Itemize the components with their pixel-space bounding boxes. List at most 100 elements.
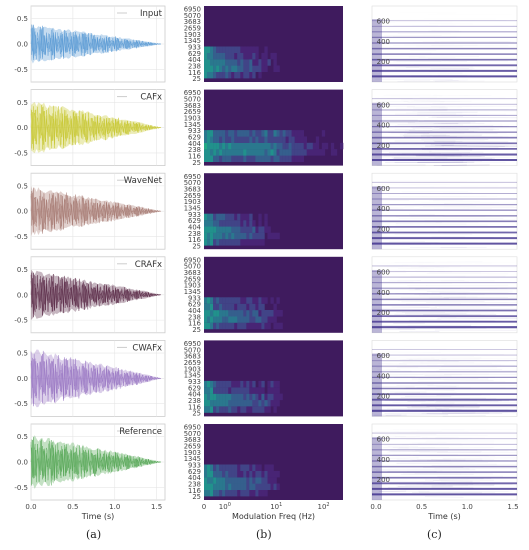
modulation-heatmap-cell [285, 130, 289, 137]
modulation-heatmap-cell [204, 46, 208, 53]
modulation-y-tick-label: 1903 [184, 31, 201, 39]
modulation-heatmap-cell [246, 380, 250, 388]
modulation-heatmap-cell [276, 232, 280, 240]
modulation-heatmap-cell [228, 142, 232, 150]
spectrogram-noise-streak [427, 385, 457, 387]
modulation-heatmap-cell [213, 46, 217, 53]
modulation-heatmap-cell [225, 239, 229, 246]
modulation-heatmap-cell [276, 136, 280, 143]
spectrogram-noise-streak [411, 406, 481, 408]
modulation-heatmap-cell [207, 59, 211, 66]
modulation-heatmap-cell [240, 297, 244, 304]
modulation-heatmap-cell [219, 464, 223, 471]
modulation-heatmap-cell [267, 470, 271, 478]
modulation-heatmap-cell [243, 470, 247, 478]
modulation-heatmap-cell [219, 393, 223, 401]
modulation-y-tick-label: 238 [188, 313, 201, 321]
waveform-x-axis-label: Time (s) [81, 512, 115, 521]
modulation-heatmap-cell [303, 149, 307, 156]
modulation-heatmap-cell [264, 406, 268, 413]
modulation-heatmap-cell [210, 316, 214, 323]
modulation-heatmap-cell [219, 470, 223, 478]
modulation-heatmap-cell [261, 232, 265, 240]
modulation-heatmap-cell [240, 46, 244, 53]
modulation-heatmap-cell [228, 303, 232, 311]
modulation-heatmap-cell [252, 149, 256, 156]
modulation-heatmap-cell [255, 239, 259, 246]
spectrogram-noise-streak [394, 67, 420, 69]
modulation-heatmap-cell [273, 470, 277, 478]
spectrogram-noise-streak [400, 397, 497, 399]
modulation-heatmap-cell [273, 155, 277, 162]
modulation-heatmap-cell [216, 322, 220, 330]
modulation-heatmap-cell [249, 155, 253, 162]
modulation-heatmap-cell [234, 399, 238, 407]
modulation-heatmap-cell [213, 239, 217, 246]
modulation-heatmap-cell [264, 220, 268, 227]
modulation-heatmap-cell [237, 406, 241, 413]
modulation-heatmap-cell [207, 239, 211, 246]
modulation-heatmap-cell [213, 213, 217, 221]
modulation-heatmap-cell [225, 52, 229, 60]
modulation-heatmap-cell [204, 387, 208, 394]
modulation-heatmap-cell [234, 71, 238, 79]
spectrogram-noise-streak [385, 414, 449, 416]
modulation-heatmap-cell [228, 220, 232, 227]
spectrogram-y-tick-label: 600 [377, 436, 390, 444]
modulation-heatmap-cell [270, 464, 274, 471]
modulation-heatmap-cell [228, 149, 232, 156]
modulation-heatmap-cell [261, 142, 265, 150]
modulation-heatmap-cell [234, 220, 238, 227]
modulation-heatmap-cell [234, 393, 238, 401]
modulation-heatmap-cell [294, 130, 298, 137]
modulation-heatmap-cell [219, 130, 223, 137]
modulation-heatmap-cell [207, 136, 211, 143]
modulation-heatmap-cell [207, 483, 211, 490]
modulation-heatmap-cell [252, 380, 256, 388]
modulation-heatmap-cell [231, 220, 235, 227]
modulation-heatmap-cell [252, 52, 256, 60]
modulation-heatmap-cell [267, 130, 271, 137]
modulation-y-tick-label: 3683 [184, 185, 201, 193]
modulation-heatmap-cell [210, 155, 214, 162]
modulation-heatmap-cell [273, 303, 277, 311]
spectrogram-y-tick-label: 400 [377, 38, 390, 46]
modulation-heatmap-cell [216, 65, 220, 72]
modulation-heatmap-cell [210, 136, 214, 143]
modulation-heatmap-cell [264, 322, 268, 330]
modulation-heatmap-cell [252, 142, 256, 150]
modulation-heatmap-cell [246, 489, 250, 497]
modulation-heatmap-cell [258, 130, 262, 137]
modulation-heatmap-cell [207, 226, 211, 233]
modulation-heatmap-cell [249, 52, 253, 60]
modulation-heatmap-cell [258, 316, 262, 323]
modulation-heatmap-cell [273, 380, 277, 388]
modulation-heatmap-cell [228, 59, 232, 66]
modulation-heatmap-cell [246, 316, 250, 323]
spectrogram-noise-streak [426, 412, 490, 414]
modulation-heatmap-cell [273, 52, 277, 60]
modulation-heatmap-cell [210, 489, 214, 497]
modulation-heatmap-cell [285, 155, 289, 162]
spectrogram-y-tick-label: 400 [377, 456, 390, 464]
modulation-heatmap-cell [225, 387, 229, 394]
modulation-heatmap-cell [216, 483, 220, 490]
spectrogram-y-tick-label: 200 [377, 393, 390, 401]
spectrogram-noise-streak [416, 155, 485, 157]
modulation-heatmap-cell [210, 303, 214, 311]
modulation-heatmap-cell [340, 142, 344, 150]
modulation-heatmap-cell [255, 489, 259, 497]
modulation-heatmap-cell [234, 322, 238, 330]
modulation-heatmap-cell [237, 239, 241, 246]
waveform-legend-label: CAFx [140, 93, 162, 103]
modulation-heatmap-cell [225, 213, 229, 221]
spectrogram-noise-streak [424, 219, 516, 221]
modulation-heatmap-cell [252, 322, 256, 330]
spectrogram-frame [371, 172, 518, 250]
modulation-heatmap-cell [243, 387, 247, 394]
modulation-heatmap-cell [222, 464, 226, 471]
modulation-heatmap-cell [204, 399, 208, 407]
modulation-heatmap-cell [204, 136, 208, 143]
modulation-y-tick-label: 1345 [184, 455, 201, 463]
modulation-y-tick-label: 933 [188, 211, 201, 219]
